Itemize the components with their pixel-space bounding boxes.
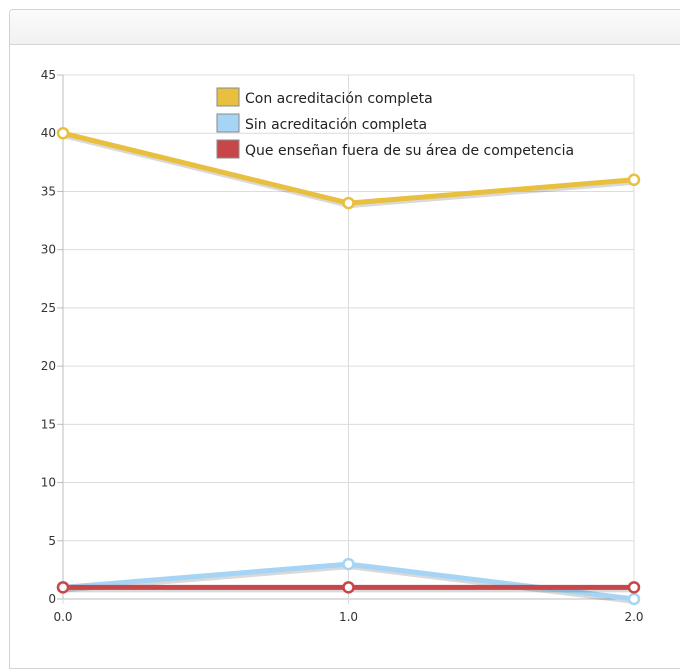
- y-tick-label: 45: [41, 68, 56, 82]
- axis-tick-labels: 0 5 10 15 20 25 30 35 40 45 0.0 1.0 2.0: [41, 68, 644, 624]
- y-tick-label: 15: [41, 417, 56, 431]
- y-tick-label: 30: [41, 243, 56, 257]
- y-tick-label: 40: [41, 126, 56, 140]
- data-point: [342, 196, 355, 210]
- y-tick-label: 35: [41, 184, 56, 198]
- x-tick-label: 0.0: [53, 610, 72, 624]
- legend-label: Que enseñan fuera de su área de competen…: [245, 143, 574, 159]
- data-point: [342, 557, 355, 571]
- panel-header: [10, 10, 680, 45]
- x-tick-label: 2.0: [624, 610, 643, 624]
- series-points: [56, 126, 641, 606]
- data-point: [627, 173, 641, 187]
- y-tick-label: 5: [48, 534, 56, 548]
- data-point: [56, 126, 70, 140]
- legend-swatch: [216, 113, 240, 133]
- data-point: [56, 581, 70, 594]
- x-tick-label: 1.0: [339, 610, 358, 624]
- y-tick-label: 0: [48, 592, 56, 606]
- line-chart: 0 5 10 15 20 25 30 35 40 45 0.0 1.0 2.0 Con acredita…: [41, 68, 644, 624]
- legend-swatch: [216, 87, 240, 107]
- data-point: [627, 581, 641, 594]
- legend-swatch: [216, 139, 240, 159]
- y-tick-label: 25: [41, 301, 56, 315]
- legend-label: Sin acreditación completa: [245, 117, 427, 133]
- chart-panel: [9, 9, 680, 669]
- data-point: [627, 592, 641, 606]
- legend: Con acreditación completa Sin acreditació…: [216, 87, 574, 159]
- legend-label: Con acreditación completa: [245, 91, 433, 107]
- data-point: [342, 581, 355, 594]
- y-tick-label: 20: [41, 359, 56, 373]
- chart-grid: [57, 74, 635, 604]
- y-tick-label: 10: [41, 476, 56, 490]
